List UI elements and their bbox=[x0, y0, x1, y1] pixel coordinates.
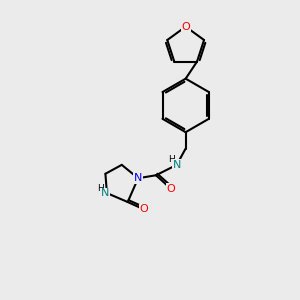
Text: H: H bbox=[168, 155, 175, 164]
Text: O: O bbox=[167, 184, 175, 194]
Text: O: O bbox=[181, 22, 190, 32]
Text: N: N bbox=[101, 188, 110, 198]
Text: N: N bbox=[172, 160, 181, 170]
Text: H: H bbox=[98, 184, 104, 193]
Text: O: O bbox=[140, 204, 148, 214]
Text: N: N bbox=[134, 173, 142, 183]
